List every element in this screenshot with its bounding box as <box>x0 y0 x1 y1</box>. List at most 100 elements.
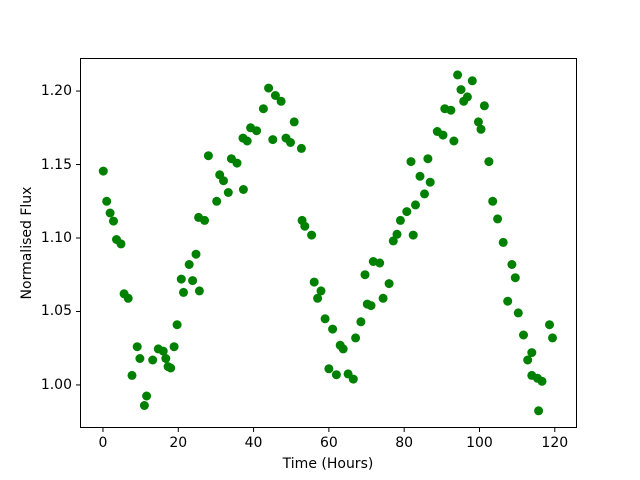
data-point <box>176 274 186 284</box>
x-tick-label: 100 <box>466 435 493 451</box>
data-point <box>116 239 126 249</box>
data-point <box>127 370 137 380</box>
data-point <box>219 176 228 186</box>
y-axis-title: Normalised Flux <box>19 186 35 300</box>
x-tick-label: 120 <box>541 435 569 451</box>
data-point <box>473 117 483 127</box>
data-point <box>200 215 210 225</box>
data-point <box>148 355 158 365</box>
data-point <box>360 270 370 280</box>
y-tick-label: 1.10 <box>40 230 72 246</box>
data-point <box>488 196 498 206</box>
data-point <box>446 105 456 115</box>
data-point <box>309 277 319 287</box>
data-point <box>313 293 323 303</box>
data-point <box>338 344 348 354</box>
data-point <box>191 249 201 259</box>
data-point <box>169 342 179 352</box>
data-point <box>402 207 412 217</box>
data-point <box>503 296 513 306</box>
x-axis-title: Time (Hours) <box>282 456 374 472</box>
data-point <box>172 320 182 330</box>
data-point <box>513 308 523 318</box>
y-tick-label: 1.05 <box>40 303 72 320</box>
data-point <box>286 138 295 147</box>
data-point <box>289 117 299 127</box>
data-point <box>375 258 385 268</box>
data-point <box>449 136 459 146</box>
data-point <box>537 376 547 386</box>
data-point <box>158 346 168 356</box>
data-point <box>438 130 448 140</box>
y-tick-label: 1.00 <box>40 376 72 393</box>
data-point <box>356 317 366 327</box>
y-tick-label: 1.15 <box>40 156 72 173</box>
data-point <box>408 230 418 240</box>
data-point <box>238 185 248 194</box>
data-point <box>507 260 517 269</box>
data-point <box>348 374 358 384</box>
data-point <box>242 136 252 146</box>
data-point <box>498 237 508 247</box>
x-tick-label: 20 <box>169 435 188 451</box>
data-point <box>212 196 222 206</box>
x-tick-label: 40 <box>244 435 263 451</box>
data-point <box>476 124 486 134</box>
data-point <box>123 293 133 303</box>
data-point <box>548 333 557 343</box>
data-point <box>479 101 489 111</box>
data-point <box>484 157 494 167</box>
data-point <box>510 273 520 283</box>
data-point <box>324 364 334 374</box>
data-point <box>420 189 429 199</box>
data-point <box>415 171 425 181</box>
x-tick-label: 80 <box>395 435 414 451</box>
data-point <box>378 293 388 303</box>
data-point <box>132 342 142 352</box>
data-point <box>105 208 115 218</box>
data-point <box>406 157 416 167</box>
data-point <box>493 214 503 224</box>
data-point <box>264 83 274 93</box>
data-point <box>388 236 398 246</box>
data-point <box>135 354 145 363</box>
data-point <box>258 104 268 114</box>
data-point <box>184 260 194 269</box>
data-point <box>179 287 188 297</box>
data-point <box>453 70 463 80</box>
data-point <box>527 348 537 358</box>
data-point <box>270 91 280 100</box>
data-point <box>519 330 528 340</box>
data-point <box>545 320 554 330</box>
data-point <box>395 215 405 225</box>
data-point <box>139 401 149 410</box>
data-point <box>384 279 394 289</box>
data-point <box>98 166 108 176</box>
data-point <box>320 314 330 324</box>
data-point <box>328 324 338 334</box>
data-point <box>331 370 341 380</box>
data-point <box>194 286 204 296</box>
data-point <box>534 406 544 416</box>
data-point <box>300 221 310 231</box>
data-point <box>351 333 361 343</box>
data-point <box>102 196 112 206</box>
x-tick-label: 60 <box>319 435 338 451</box>
data-point <box>456 85 466 95</box>
data-point <box>161 354 171 363</box>
y-tick-label: 1.20 <box>40 83 72 100</box>
data-point <box>223 188 233 197</box>
data-point <box>423 154 433 164</box>
data-point <box>252 126 262 136</box>
data-point <box>268 135 278 145</box>
data-point <box>232 158 242 168</box>
data-point <box>188 276 198 286</box>
data-point <box>142 391 152 401</box>
data-point <box>276 96 286 106</box>
data-point <box>366 301 376 311</box>
data-point <box>523 355 533 365</box>
data-point <box>109 216 118 226</box>
data-point <box>203 151 213 161</box>
data-point <box>166 363 176 373</box>
